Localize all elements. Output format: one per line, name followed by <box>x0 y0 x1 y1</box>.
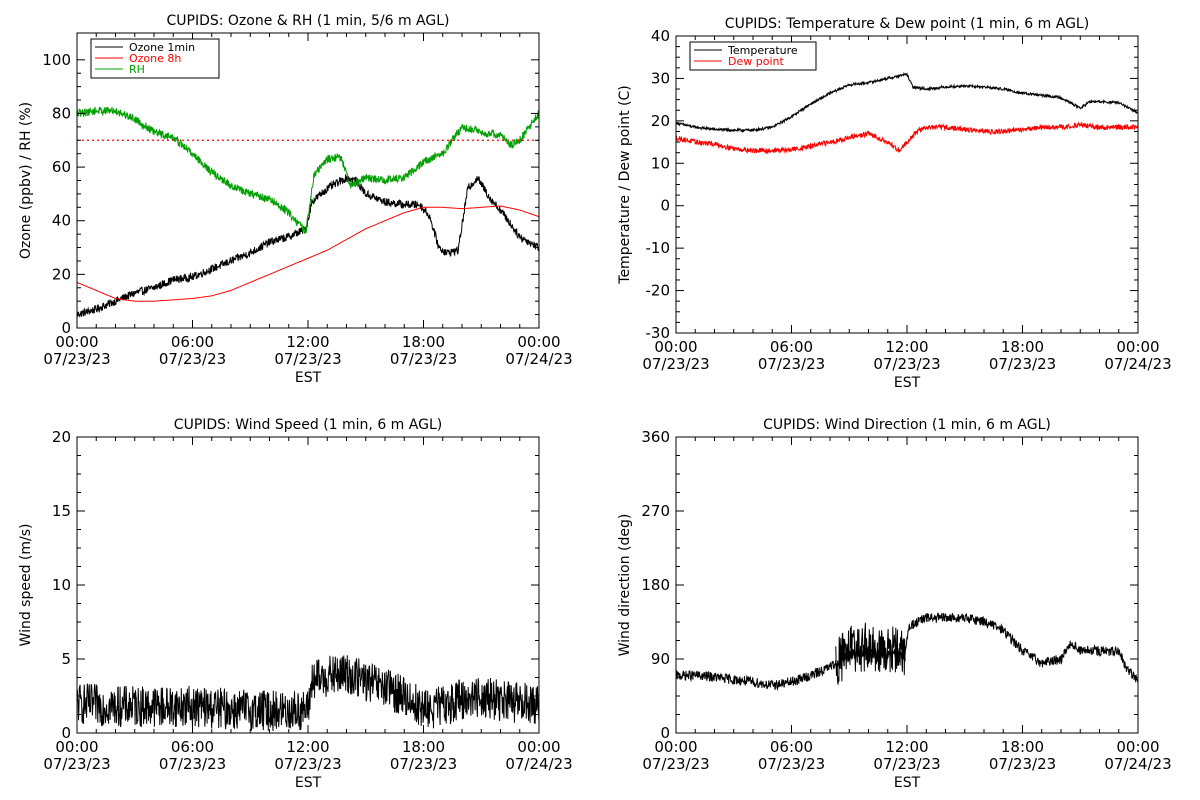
chart-panel-2: CUPIDS: Temperature & Dew point (1 min, … <box>617 16 1172 391</box>
x-tick-label-time: 12:00 <box>885 738 928 756</box>
x-tick-label-date: 07/23/23 <box>989 755 1056 773</box>
x-tick-label-date: 07/23/23 <box>989 355 1056 373</box>
legend-entry: Temperature <box>727 44 798 57</box>
x-axis-label: EST <box>894 375 921 391</box>
legend-box <box>689 41 817 71</box>
series-line-4-2 <box>835 622 906 686</box>
chart-title: CUPIDS: Ozone & RH (1 min, 5/6 m AGL) <box>166 13 449 29</box>
chart-title: CUPIDS: Temperature & Dew point (1 min, … <box>725 16 1089 32</box>
legend-entry: Dew point <box>728 55 784 68</box>
y-tick-label: -20 <box>646 282 671 300</box>
y-tick-label: 20 <box>52 428 71 446</box>
x-tick-label-date: 07/23/23 <box>43 755 110 773</box>
y-tick-label: 20 <box>651 112 670 130</box>
x-tick-label-date: 07/23/23 <box>758 755 825 773</box>
y-tick-label: 90 <box>651 650 670 668</box>
x-tick-label-date: 07/23/23 <box>390 350 457 368</box>
x-tick-label-time: 12:00 <box>885 338 928 356</box>
y-axis-label: Wind speed (m/s) <box>18 524 34 647</box>
y-tick-label: -30 <box>646 324 671 342</box>
series-line-1-1 <box>76 174 540 318</box>
chart-panel-3: CUPIDS: Wind Speed (1 min, 6 m AGL) 0 5 10 1… <box>18 417 573 791</box>
x-tick-label-date: 07/23/23 <box>274 755 341 773</box>
x-tick-label-date: 07/23/23 <box>159 350 226 368</box>
y-tick-label: 5 <box>61 650 71 668</box>
y-tick-label: 30 <box>651 69 670 87</box>
x-tick-label-time: 12:00 <box>286 333 329 351</box>
x-tick-label-time: 18:00 <box>402 738 445 756</box>
series-line-3-1 <box>76 655 540 732</box>
x-tick-label-time: 18:00 <box>402 333 445 351</box>
y-axis-label: Ozone (ppbv) / RH (%) <box>18 102 34 259</box>
y-tick-label: 0 <box>660 724 670 742</box>
x-tick-label-time: 00:00 <box>654 738 697 756</box>
y-tick-label: 10 <box>651 154 670 172</box>
series-line-2-2 <box>675 121 1139 155</box>
chart-panel-4: CUPIDS: Wind Direction (1 min, 6 m AGL) 0… <box>617 417 1172 791</box>
x-tick-label-date: 07/24/23 <box>505 755 572 773</box>
series-line-1-3 <box>76 106 540 235</box>
chart-title: CUPIDS: Wind Speed (1 min, 6 m AGL) <box>174 417 442 433</box>
x-tick-label-time: 18:00 <box>1001 338 1044 356</box>
x-tick-label-time: 00:00 <box>517 333 560 351</box>
x-tick-label-time: 00:00 <box>1116 338 1159 356</box>
x-tick-label-time: 12:00 <box>286 738 329 756</box>
y-tick-label: 10 <box>52 576 71 594</box>
chart-panel-1: CUPIDS: Ozone & RH (1 min, 5/6 m AGL) 0 20… <box>18 13 573 386</box>
x-tick-label-date: 07/23/23 <box>159 755 226 773</box>
x-tick-label-time: 00:00 <box>55 333 98 351</box>
y-tick-label: 180 <box>641 576 670 594</box>
y-tick-label: -10 <box>646 239 671 257</box>
x-tick-label-date: 07/23/23 <box>390 755 457 773</box>
y-tick-label: 0 <box>61 724 71 742</box>
y-tick-label: 80 <box>52 104 71 122</box>
x-tick-label-time: 06:00 <box>171 333 214 351</box>
x-tick-label-date: 07/24/23 <box>505 350 572 368</box>
x-axis-label: EST <box>295 775 322 791</box>
plot-frame <box>675 436 1139 734</box>
series-line-2-1 <box>675 71 1139 133</box>
x-tick-label-date: 07/23/23 <box>43 350 110 368</box>
y-tick-label: 360 <box>641 428 670 446</box>
x-tick-label-date: 07/23/23 <box>642 755 709 773</box>
x-tick-label-date: 07/24/23 <box>1104 355 1171 373</box>
x-tick-label-time: 06:00 <box>171 738 214 756</box>
x-tick-label-time: 00:00 <box>654 338 697 356</box>
x-axis-label: EST <box>894 775 921 791</box>
y-tick-label: 15 <box>52 502 71 520</box>
x-tick-label-date: 07/23/23 <box>274 350 341 368</box>
plot-frame <box>675 35 1139 334</box>
x-tick-label-time: 00:00 <box>1116 738 1159 756</box>
legend-entry: Ozone 8h <box>129 52 181 65</box>
x-tick-label-date: 07/23/23 <box>873 355 940 373</box>
legend-entry: RH <box>129 63 145 76</box>
y-tick-label: 0 <box>660 197 670 215</box>
y-axis-label: Wind direction (deg) <box>617 514 633 657</box>
x-tick-label-time: 00:00 <box>517 738 560 756</box>
y-tick-label: 270 <box>641 502 670 520</box>
y-tick-label: 60 <box>52 158 71 176</box>
x-axis-label: EST <box>295 370 322 386</box>
legend-entry: Ozone 1min <box>129 41 195 54</box>
y-tick-label: 0 <box>61 319 71 337</box>
series-line-1-2 <box>76 205 540 302</box>
y-axis-label: Temperature / Dew point (C) <box>617 85 633 284</box>
x-tick-label-date: 07/23/23 <box>642 355 709 373</box>
y-tick-label: 100 <box>42 51 71 69</box>
series-line-4-1 <box>675 612 1139 691</box>
x-tick-label-time: 00:00 <box>55 738 98 756</box>
x-tick-label-date: 07/24/23 <box>1104 755 1171 773</box>
y-tick-label: 20 <box>52 265 71 283</box>
y-tick-label: 40 <box>651 27 670 45</box>
plot-frame <box>76 436 540 734</box>
x-tick-label-time: 06:00 <box>770 738 813 756</box>
chart-title: CUPIDS: Wind Direction (1 min, 6 m AGL) <box>763 417 1051 433</box>
x-tick-label-time: 18:00 <box>1001 738 1044 756</box>
y-tick-label: 40 <box>52 212 71 230</box>
x-tick-label-time: 06:00 <box>770 338 813 356</box>
x-tick-label-date: 07/23/23 <box>758 355 825 373</box>
x-tick-label-date: 07/23/23 <box>873 755 940 773</box>
